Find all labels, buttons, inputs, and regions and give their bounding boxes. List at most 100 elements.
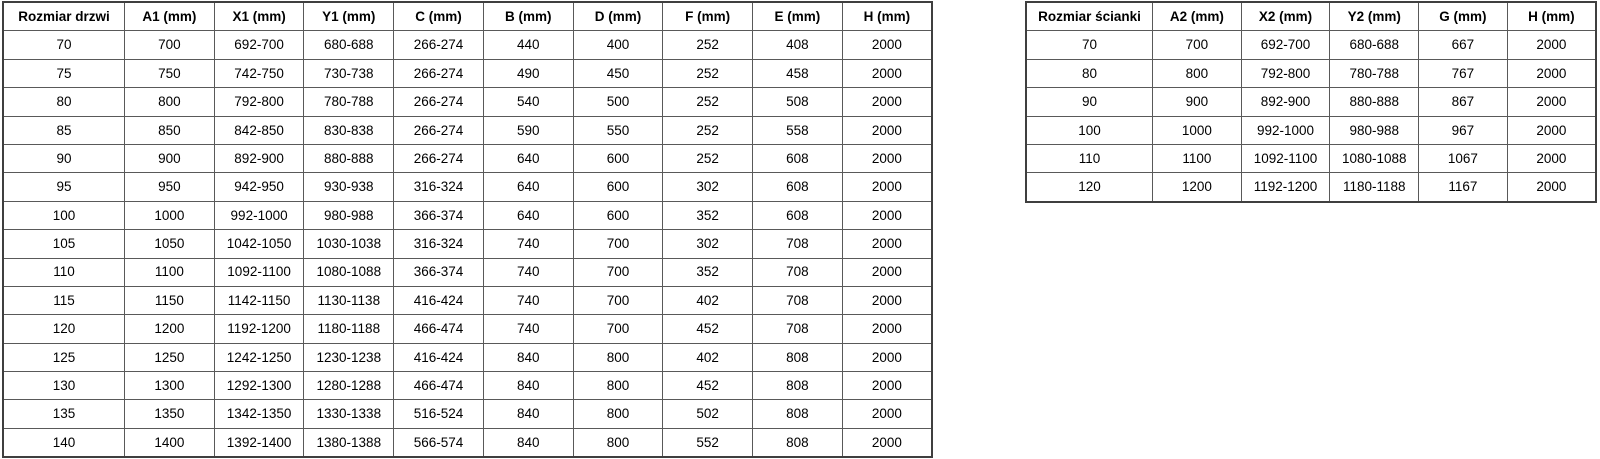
table-cell: 780-788 — [1329, 58, 1420, 89]
column-header: Rozmiar ścianki — [1025, 1, 1153, 32]
table-cell: 1400 — [124, 427, 215, 458]
table-cell: 1350 — [124, 399, 215, 429]
table-cell: 1300 — [124, 371, 215, 401]
table-cell: 700 — [572, 229, 664, 259]
table-cell: 942-950 — [213, 172, 305, 202]
table-row: 70 700 692-700 680-688 266-274 440 400 252 408 20… — [2, 30, 933, 60]
table-cell: 808 — [752, 371, 843, 401]
table-cell: 1167 — [1418, 172, 1508, 203]
column-header: H (mm) — [1506, 1, 1597, 32]
table-cell: 600 — [572, 200, 664, 231]
table-cell: 800 — [1152, 58, 1242, 89]
table-cell: 416-424 — [393, 342, 484, 373]
table-cell: 2000 — [841, 371, 933, 401]
door-size-table: Rozmiar drzwi A1 (mm) X1 (mm) Y1 (mm) C (mm)… — [2, 1, 933, 459]
table-cell: 780-788 — [303, 87, 395, 117]
table-cell: 2000 — [841, 200, 933, 231]
table-cell: 458 — [752, 58, 843, 89]
table-cell: 1330-1338 — [303, 399, 395, 429]
column-header: E (mm) — [752, 1, 843, 32]
table-cell: 708 — [752, 285, 843, 316]
table-row: 80 800 792-800 780-788 767 2000 — [1025, 58, 1597, 89]
table-row: 110 1100 1092-1100 1080-1088 1067 2000 — [1025, 143, 1597, 174]
table-cell: 840 — [482, 399, 574, 429]
table-cell: 252 — [662, 143, 754, 174]
table-cell: 552 — [662, 427, 754, 458]
table-cell: 120 — [2, 314, 125, 344]
table-cell: 1042-1050 — [213, 229, 305, 259]
table-cell: 740 — [482, 257, 574, 287]
table-cell: 742-750 — [213, 58, 305, 89]
table-cell: 2000 — [841, 314, 933, 344]
table-cell: 767 — [1418, 58, 1508, 89]
table-cell: 2000 — [1506, 143, 1597, 174]
table-cell: 252 — [662, 58, 754, 89]
table-row: 70 700 692-700 680-688 667 2000 — [1025, 30, 1597, 60]
table-cell: 266-274 — [393, 115, 484, 145]
table-cell: 2000 — [841, 115, 933, 145]
table-cell: 2000 — [841, 87, 933, 117]
table-cell: 1180-1188 — [1329, 172, 1420, 203]
table-cell: 1080-1088 — [1329, 143, 1420, 174]
table-cell: 700 — [572, 257, 664, 287]
table-cell: 2000 — [1506, 30, 1597, 60]
table-cell: 740 — [482, 229, 574, 259]
table-cell: 992-1000 — [213, 200, 305, 231]
table-cell: 740 — [482, 314, 574, 344]
table-cell: 967 — [1418, 115, 1508, 145]
wall-table-header-row: Rozmiar ścianki A2 (mm) X2 (mm) Y2 (mm) G (m… — [1025, 1, 1597, 32]
table-cell: 700 — [572, 314, 664, 344]
table-cell: 316-324 — [393, 229, 484, 259]
table-cell: 2000 — [841, 172, 933, 202]
table-cell: 880-888 — [303, 143, 395, 174]
table-cell: 1050 — [124, 229, 215, 259]
table-cell: 70 — [1025, 30, 1153, 60]
table-row: 95 950 942-950 930-938 316-324 640 600 302 608 20… — [2, 172, 933, 202]
table-row: 85 850 842-850 830-838 266-274 590 550 252 558 20… — [2, 115, 933, 145]
table-cell: 992-1000 — [1240, 115, 1331, 145]
table-cell: 700 — [124, 30, 215, 60]
table-cell: 540 — [482, 87, 574, 117]
table-cell: 950 — [124, 172, 215, 202]
table-cell: 1380-1388 — [303, 427, 395, 458]
table-cell: 1200 — [1152, 172, 1242, 203]
table-cell: 75 — [2, 58, 125, 89]
table-cell: 400 — [572, 30, 664, 60]
table-cell: 840 — [482, 371, 574, 401]
table-cell: 252 — [662, 30, 754, 60]
table-cell: 90 — [1025, 87, 1153, 117]
table-cell: 1180-1188 — [303, 314, 395, 344]
table-row: 110 1100 1092-1100 1080-1088 366-374 740 700 35… — [2, 257, 933, 287]
table-cell: 366-374 — [393, 257, 484, 287]
table-cell: 266-274 — [393, 87, 484, 117]
column-header: X1 (mm) — [213, 1, 305, 32]
table-cell: 700 — [1152, 30, 1242, 60]
table-cell: 708 — [752, 314, 843, 344]
table-cell: 2000 — [1506, 115, 1597, 145]
table-cell: 840 — [482, 427, 574, 458]
table-cell: 792-800 — [1240, 58, 1331, 89]
table-cell: 1230-1238 — [303, 342, 395, 373]
table-cell: 1130-1138 — [303, 285, 395, 316]
table-cell: 692-700 — [213, 30, 305, 60]
table-cell: 135 — [2, 399, 125, 429]
table-cell: 1200 — [124, 314, 215, 344]
table-cell: 608 — [752, 200, 843, 231]
table-cell: 892-900 — [213, 143, 305, 174]
table-row: 140 1400 1392-1400 1380-1388 566-574 840 800 55… — [2, 427, 933, 458]
table-cell: 402 — [662, 285, 754, 316]
table-cell: 842-850 — [213, 115, 305, 145]
table-cell: 1392-1400 — [213, 427, 305, 458]
table-cell: 1292-1300 — [213, 371, 305, 401]
table-cell: 70 — [2, 30, 125, 60]
table-cell: 808 — [752, 399, 843, 429]
table-row: 135 1350 1342-1350 1330-1338 516-524 840 800 50… — [2, 399, 933, 429]
table-cell: 800 — [572, 342, 664, 373]
table-cell: 708 — [752, 257, 843, 287]
table-cell: 740 — [482, 285, 574, 316]
table-cell: 2000 — [841, 143, 933, 174]
table-cell: 352 — [662, 200, 754, 231]
table-cell: 2000 — [841, 30, 933, 60]
table-cell: 100 — [2, 200, 125, 231]
table-cell: 500 — [572, 87, 664, 117]
